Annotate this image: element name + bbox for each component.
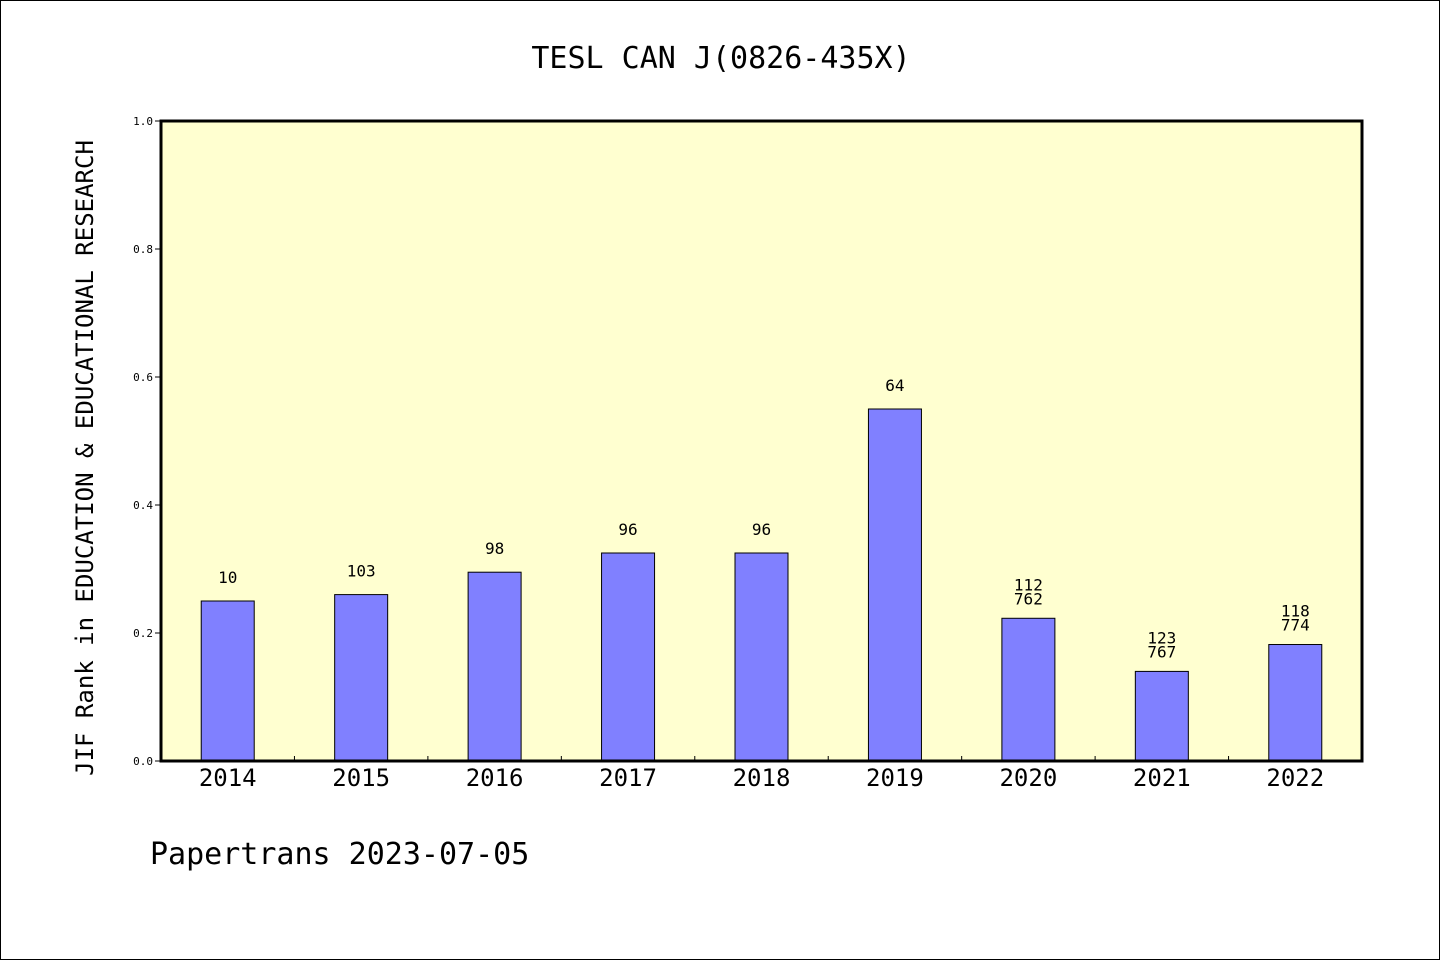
bar bbox=[334, 594, 389, 762]
data-label: 10 bbox=[218, 568, 237, 587]
plot-border bbox=[159, 119, 1364, 763]
bar bbox=[200, 600, 255, 762]
bar bbox=[734, 552, 789, 762]
data-label: 64 bbox=[885, 376, 904, 395]
y-tick-label: 0.8 bbox=[133, 243, 153, 256]
y-ticks-group: 0.0 0.2 0.4 0.6 0.8 1.0 bbox=[133, 115, 161, 768]
x-tick-label: 2019 bbox=[866, 764, 924, 792]
chart-title: TESL CAN J(0826-435X) bbox=[531, 41, 910, 76]
y-tick-label: 0.6 bbox=[133, 371, 153, 384]
bar bbox=[1134, 670, 1189, 762]
data-label: 112 bbox=[1014, 575, 1043, 594]
x-tick-label: 2014 bbox=[199, 764, 257, 792]
y-tick-label: 0.2 bbox=[133, 627, 153, 640]
x-tick-label: 2021 bbox=[1133, 764, 1191, 792]
x-tick-label: 2016 bbox=[466, 764, 524, 792]
data-label: 123 bbox=[1147, 628, 1176, 647]
bar bbox=[1001, 617, 1056, 762]
data-label: 103 bbox=[347, 562, 376, 581]
bars-group bbox=[200, 408, 1323, 762]
bar bbox=[601, 552, 656, 762]
y-axis-label: JIF Rank in EDUCATION & EDUCATIONAL RESE… bbox=[71, 140, 99, 776]
data-label: 762 bbox=[1014, 589, 1043, 608]
x-tick-label: 2020 bbox=[999, 764, 1057, 792]
footer-text: Papertrans 2023-07-05 bbox=[150, 837, 529, 872]
x-tick-label: 2018 bbox=[733, 764, 791, 792]
x-ticks-group: 2014 2015 2016 2017 2018 2019 2020 2021 2022 bbox=[199, 756, 1324, 792]
data-label: 96 bbox=[618, 520, 637, 539]
data-label: 96 bbox=[752, 520, 771, 539]
data-label: 774 bbox=[1281, 616, 1310, 635]
x-tick-label: 2017 bbox=[599, 764, 657, 792]
y-tick-label: 0.4 bbox=[133, 499, 153, 512]
y-tick-label: 0.0 bbox=[133, 755, 153, 768]
data-label: 118 bbox=[1281, 602, 1310, 621]
bar bbox=[867, 408, 922, 762]
x-tick-label: 2015 bbox=[332, 764, 390, 792]
y-tick-label: 1.0 bbox=[133, 115, 153, 128]
data-label: 98 bbox=[485, 539, 504, 558]
x-tick-label: 2022 bbox=[1266, 764, 1324, 792]
data-label: 767 bbox=[1147, 642, 1176, 661]
bar bbox=[1268, 644, 1323, 762]
bar bbox=[467, 571, 522, 762]
